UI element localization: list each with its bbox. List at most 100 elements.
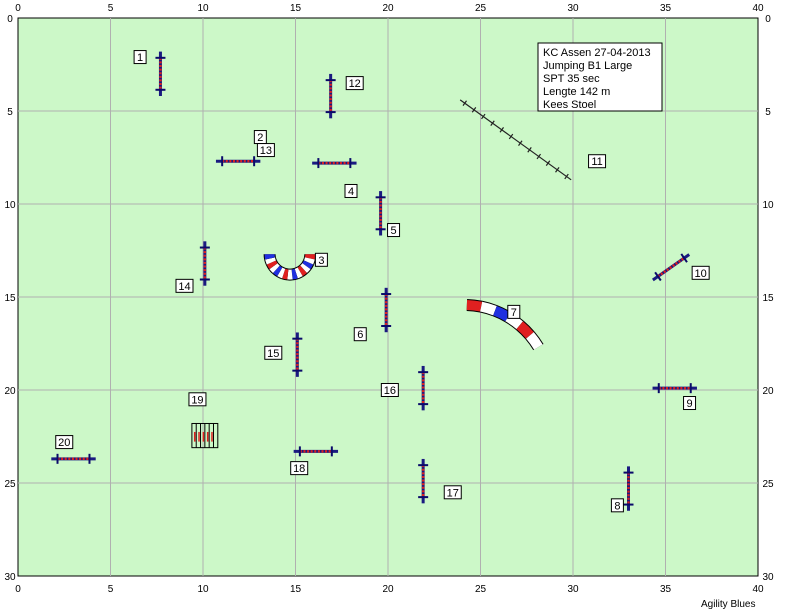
- weave-pole: [527, 147, 532, 153]
- obstacle-label-box: [314, 252, 328, 267]
- info-box: KC Assen 27-04-2013 Jumping B1 Large SPT…: [537, 42, 663, 112]
- obstacle-label-box: [353, 327, 367, 342]
- obstacle-label-7: 7: [507, 304, 521, 319]
- weave-pole: [490, 120, 495, 126]
- x-tick-label-top: 5: [108, 3, 114, 14]
- obstacle-label-8: 8: [610, 498, 624, 513]
- weave-pole: [536, 153, 542, 160]
- jump-6: [381, 287, 392, 333]
- weave-pole: [471, 107, 477, 113]
- obstacle-label-box: [387, 223, 401, 238]
- y-tick-label-right: 15: [762, 293, 774, 304]
- tunnel-segment: [277, 267, 286, 279]
- obstacle-label-box: [610, 498, 624, 513]
- info-box-frame: [537, 42, 663, 112]
- obstacle-label-box: [264, 345, 283, 360]
- tunnel-segment: [526, 332, 543, 350]
- tunnel-segment: [266, 260, 278, 270]
- obstacle-label-box: [588, 154, 607, 169]
- y-tick-label-left: 5: [7, 107, 13, 118]
- tunnel-segment: [282, 268, 289, 280]
- weave-pole: [499, 127, 505, 133]
- x-tick-label-top: 20: [382, 3, 394, 14]
- obstacle-label-box: [691, 265, 710, 280]
- weave-pole: [564, 173, 569, 180]
- y-tick-label-left: 20: [4, 386, 16, 397]
- obstacle-number: 18: [293, 463, 305, 475]
- obstacle-label-13: 13: [256, 143, 275, 158]
- y-tick-label-right: 0: [765, 14, 771, 25]
- x-tick-label-bottom: 30: [567, 584, 579, 595]
- x-tick-label-bottom: 40: [752, 584, 764, 595]
- obstacle-label-11: 11: [588, 154, 607, 169]
- tunnel-segment: [294, 267, 303, 279]
- obstacle-label-box: [507, 304, 521, 319]
- jump-4: [312, 158, 357, 169]
- info-club-date: KC Assen 27-04-2013: [543, 47, 651, 59]
- jump-5: [375, 191, 386, 236]
- obstacle-label-box: [290, 461, 309, 476]
- tunnel-segment: [480, 301, 497, 316]
- tunnel-3: [263, 254, 317, 281]
- tunnel-segment: [516, 321, 534, 339]
- info-spt: SPT 35 sec: [543, 73, 600, 85]
- weave-base: [459, 99, 572, 181]
- info-class: Jumping B1 Large: [543, 60, 632, 72]
- x-tick-label-top: 10: [197, 3, 209, 14]
- obstacle-label-3: 3: [314, 252, 328, 267]
- y-tick-label-right: 5: [765, 107, 771, 118]
- obstacle-label-9: 9: [683, 396, 697, 411]
- info-length: Lengte 142 m: [543, 86, 610, 98]
- obstacle-number: 12: [349, 78, 361, 90]
- x-tick-label-bottom: 15: [290, 584, 302, 595]
- obstacle-label-17: 17: [443, 485, 462, 500]
- jump-17: [418, 458, 429, 504]
- obstacle-label-16: 16: [380, 383, 399, 397]
- tunnel-segment: [493, 306, 511, 322]
- x-tick-label-top: 35: [660, 3, 672, 14]
- obstacle-number: 20: [58, 437, 70, 449]
- y-tick-label-right: 25: [762, 479, 774, 490]
- obstacle-number: 1: [137, 52, 143, 64]
- jump-stand: [680, 253, 688, 263]
- obstacle-number: 3: [318, 255, 324, 267]
- obstacle-label-box: [55, 435, 74, 450]
- obstacle-label-19: 19: [188, 392, 207, 407]
- obstacle-label-12: 12: [345, 76, 364, 91]
- obstacle-number: 16: [384, 385, 396, 397]
- obstacle-number: 15: [267, 348, 279, 360]
- obstacle-label-15: 15: [264, 345, 283, 360]
- credit-text: Agility Blues: [701, 599, 755, 610]
- y-tick-label-right: 20: [762, 386, 774, 397]
- jump-8: [623, 466, 634, 511]
- obstacle-label-box: [175, 278, 194, 293]
- weave-pole: [555, 167, 560, 173]
- obstacle-number: 17: [447, 487, 459, 499]
- obstacle-label-box: [683, 396, 697, 411]
- obstacle-number: 13: [260, 145, 272, 157]
- weave-11: [459, 99, 572, 181]
- tunnel-segment: [272, 265, 283, 277]
- x-tick-label-top: 25: [475, 3, 487, 14]
- panel-jump-19: [191, 422, 219, 449]
- obstacle-number: 19: [191, 394, 203, 406]
- jump-10: [652, 253, 691, 282]
- obstacle-number: 10: [695, 268, 707, 280]
- obstacle-label-20: 20: [55, 435, 74, 450]
- y-tick-label-left: 15: [4, 293, 16, 304]
- x-tick-label-top: 40: [752, 3, 764, 14]
- obstacle-label-14: 14: [175, 278, 194, 293]
- obstacle-label-5: 5: [387, 223, 401, 238]
- tunnel-segment: [302, 260, 314, 270]
- x-tick-label-top: 0: [15, 3, 21, 14]
- y-tick-label-right: 10: [762, 200, 774, 211]
- y-tick-label-left: 0: [7, 14, 13, 25]
- tunnel-segment: [265, 257, 276, 265]
- jump-14: [199, 241, 210, 286]
- jump-18: [293, 446, 339, 457]
- obstacle-label-box: [188, 392, 207, 407]
- obstacle-label-18: 18: [290, 461, 309, 476]
